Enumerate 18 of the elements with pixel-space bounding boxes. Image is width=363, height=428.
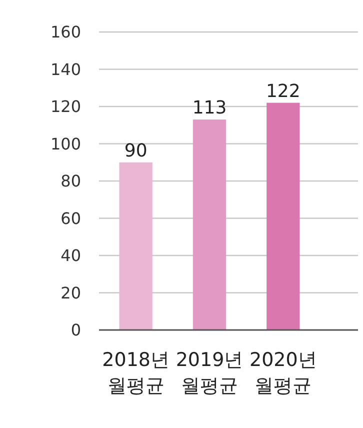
y-tick-label: 160: [50, 22, 81, 42]
y-tick-label: 20: [60, 283, 81, 302]
x-tick-label: 2018년 월평균: [102, 349, 170, 397]
x-tick-label: 2020년 월평균: [249, 349, 317, 397]
data-label: 122: [266, 80, 300, 102]
bar: [119, 162, 152, 330]
y-tick-label: 120: [50, 97, 81, 116]
y-tick-label: 140: [50, 60, 81, 79]
y-tick-label: 0: [70, 320, 81, 340]
bar: [266, 102, 300, 330]
data-label: 90: [124, 140, 148, 162]
data-label: 113: [192, 98, 227, 119]
y-tick-label: 60: [60, 208, 81, 228]
bar: [192, 120, 226, 330]
x-tick-label: 2019년 월평균: [176, 349, 244, 397]
y-tick-label: 40: [60, 246, 81, 266]
y-tick-label: 80: [60, 172, 81, 191]
y-tick-label: 100: [50, 134, 81, 154]
